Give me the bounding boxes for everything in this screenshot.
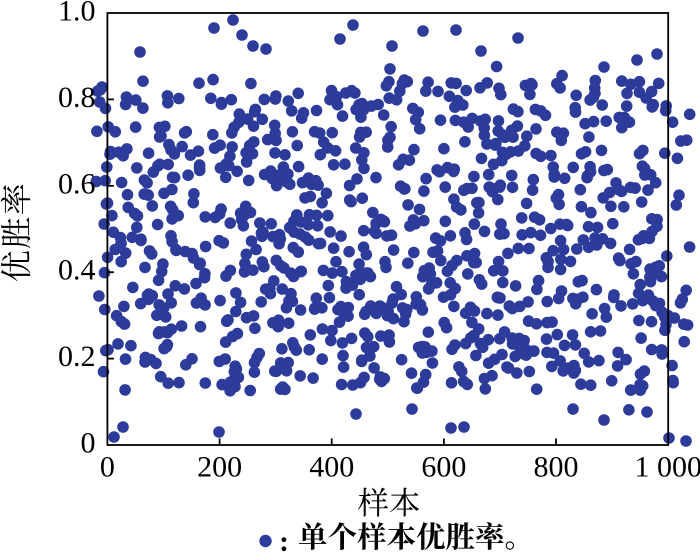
svg-text:0.4: 0.4 — [58, 254, 96, 287]
svg-text:0: 0 — [100, 451, 115, 484]
svg-text:0: 0 — [81, 427, 96, 460]
svg-text:0.8: 0.8 — [58, 81, 96, 114]
svg-text:1 000: 1 000 — [634, 451, 700, 484]
svg-text:600: 600 — [421, 451, 466, 484]
svg-text:800: 800 — [534, 451, 579, 484]
svg-text:1.0: 1.0 — [58, 0, 96, 28]
svg-text:400: 400 — [309, 451, 354, 484]
svg-text:0.2: 0.2 — [58, 340, 96, 373]
svg-text::: : — [279, 525, 289, 555]
svg-text:200: 200 — [197, 451, 242, 484]
svg-text:0.6: 0.6 — [58, 167, 96, 200]
